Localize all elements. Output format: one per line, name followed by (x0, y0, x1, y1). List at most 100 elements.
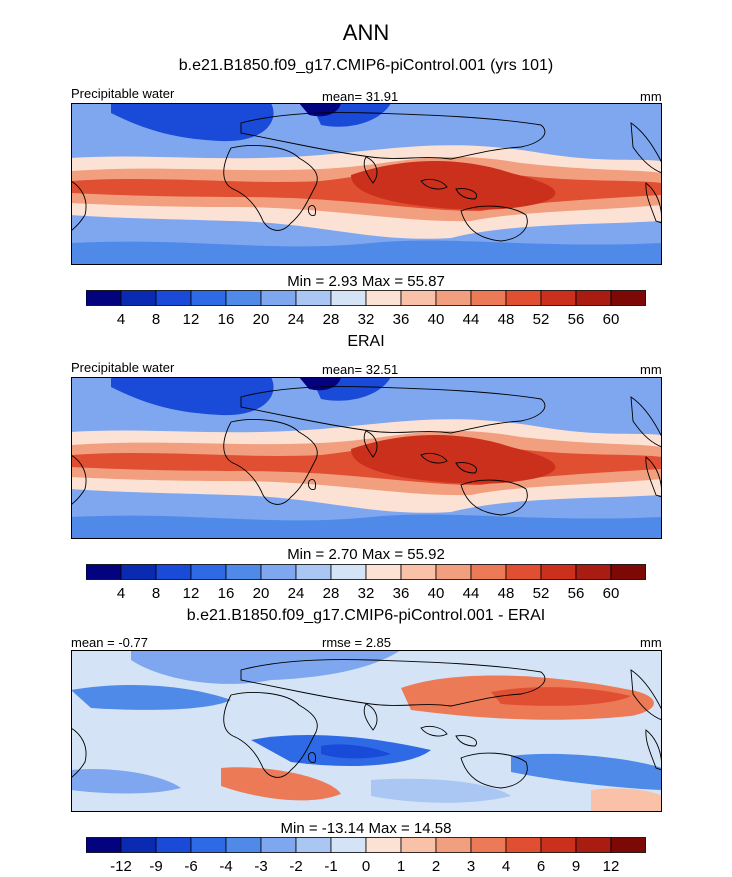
panel-3-frame (71, 650, 662, 812)
colorbar-tick-label: 36 (393, 585, 410, 602)
colorbar-tick-label: 44 (463, 311, 480, 328)
colorbar-swatch (505, 837, 542, 853)
colorbar-tick-label: -2 (289, 858, 302, 875)
panel-1-frame (71, 103, 662, 265)
colorbar-swatch (155, 564, 192, 580)
panel-2-mean-label: mean= 32.51 (322, 362, 399, 377)
colorbar-tick-label: 32 (358, 585, 375, 602)
anomaly-region (71, 768, 181, 794)
colorbar-swatch (610, 290, 646, 306)
colorbar-tick-label: -12 (110, 858, 132, 875)
colorbar-swatch (295, 290, 332, 306)
panel-3-mean-label: mean = -0.77 (71, 635, 148, 650)
panel-3-rmse-label: rmse = 2.85 (322, 635, 392, 650)
colorbar-tick-label: 52 (533, 585, 550, 602)
colorbar-swatch (365, 837, 402, 853)
coastline (308, 478, 316, 490)
panel-2-warm-pool (351, 434, 556, 484)
colorbar-tick-label: -6 (184, 858, 197, 875)
colorbar-swatch (295, 564, 332, 580)
colorbar-swatch (225, 837, 262, 853)
colorbar-tick-label: 9 (572, 858, 580, 875)
coastline (71, 727, 87, 779)
panel-1-dry-south (71, 240, 662, 265)
colorbar-tick-label: -3 (254, 858, 267, 875)
colorbar-tick-label: 3 (467, 858, 475, 875)
colorbar-swatch (435, 564, 472, 580)
colorbar-swatch (120, 564, 157, 580)
colorbar-swatch (435, 837, 472, 853)
panel-2-frame (71, 377, 662, 539)
colorbar-tick-label: 12 (603, 858, 620, 875)
coastline (308, 751, 316, 763)
colorbar-swatch (190, 837, 227, 853)
colorbar-swatch (155, 837, 192, 853)
panel-3-title: b.e21.B1850.f09_g17.CMIP6-piControl.001 … (186, 607, 546, 624)
colorbar-swatch (260, 837, 297, 853)
panel-2-coastlines (71, 386, 662, 516)
colorbar-swatch (540, 837, 577, 853)
anomaly-region (371, 778, 511, 803)
panel-1-coastlines (71, 112, 662, 242)
coastline (223, 419, 318, 505)
coastline (240, 659, 546, 707)
colorbar-swatch (295, 837, 332, 853)
panel-3-anomaly-regions (71, 650, 662, 812)
colorbar-tick-label: 6 (537, 858, 545, 875)
colorbar-tick-label: 16 (218, 585, 235, 602)
coastline (363, 430, 378, 458)
colorbar-swatch (260, 290, 297, 306)
colorbar-swatch (330, 290, 367, 306)
colorbar-swatch (400, 837, 437, 853)
colorbar-swatch (330, 564, 367, 580)
panel-1-variable-label: Precipitable water (71, 86, 175, 101)
colorbar-tick-label: 28 (323, 311, 340, 328)
panel-1-minmax: Min = 2.93 Max = 55.87 (287, 273, 445, 290)
panel-3-minmax: Min = -13.14 Max = 14.58 (280, 820, 452, 837)
colorbar-tick-label: 20 (253, 311, 270, 328)
colorbar-tick-label: -1 (324, 858, 337, 875)
colorbar-swatch (505, 290, 542, 306)
colorbar-tick-label: 12 (183, 585, 200, 602)
anomaly-region (321, 744, 391, 759)
colorbar-swatch (365, 564, 402, 580)
colorbar-swatch (120, 837, 157, 853)
colorbar-tick-label: -4 (219, 858, 232, 875)
colorbar-swatch (120, 290, 157, 306)
colorbar-swatch (400, 290, 437, 306)
colorbar-swatch (610, 837, 646, 853)
coastline (630, 396, 662, 498)
coastline (460, 479, 528, 516)
anomaly-region (591, 788, 662, 812)
colorbar-tick-label: 48 (498, 585, 515, 602)
figure-title: ANN (342, 20, 390, 45)
panel-1-map (71, 103, 662, 265)
panel-1-units-label: mm (640, 89, 662, 104)
colorbar-swatch (225, 290, 262, 306)
panel-1-warm-pool (351, 160, 556, 210)
colorbar-tick-label: 8 (152, 585, 160, 602)
colorbar-swatch (190, 290, 227, 306)
colorbar-swatch (505, 564, 542, 580)
colorbar-swatch (86, 290, 122, 306)
colorbar-tick-label: 44 (463, 585, 480, 602)
colorbar-tick-label: 24 (288, 311, 305, 328)
panel-2-units-label: mm (640, 362, 662, 377)
colorbar-tick-label: 2 (432, 858, 440, 875)
colorbar-swatch (575, 564, 612, 580)
colorbar-swatch (575, 290, 612, 306)
coastline (223, 692, 318, 778)
colorbar-swatch (470, 564, 507, 580)
coastline (460, 205, 528, 242)
panel-3-colorbar: -12 -9 -6 -4 -3 -2 -1 0 1 2 3 4 6 9 12 (86, 837, 646, 875)
coastline (71, 180, 87, 232)
colorbar-swatch (155, 290, 192, 306)
panel-3-coastlines (71, 659, 662, 789)
colorbar-swatch (225, 564, 262, 580)
colorbar-swatch (86, 564, 122, 580)
panel-1-mean-label: mean= 31.91 (322, 89, 399, 104)
colorbar-tick-label: 4 (117, 311, 125, 328)
colorbar-tick-label: 8 (152, 311, 160, 328)
colorbar-tick-label: 48 (498, 311, 515, 328)
coastline (420, 452, 477, 474)
